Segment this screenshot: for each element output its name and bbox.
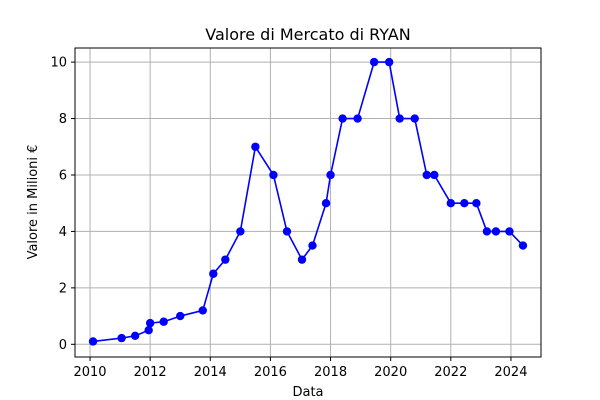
chart-title: Valore di Mercato di RYAN <box>205 25 410 44</box>
data-point <box>472 199 481 208</box>
y-tick-label: 6 <box>59 168 67 183</box>
data-point <box>88 337 98 346</box>
data-point <box>460 199 469 208</box>
data-point <box>482 227 492 236</box>
data-point <box>384 57 394 67</box>
plot-frame <box>74 47 542 358</box>
data-point <box>198 306 207 315</box>
data-point <box>430 170 439 180</box>
data-point <box>369 57 379 67</box>
data-point <box>251 142 260 151</box>
x-tick-label: 2022 <box>434 365 467 380</box>
data-point <box>321 199 331 208</box>
x-tick-label: 2018 <box>314 365 347 380</box>
data-point <box>117 333 126 343</box>
x-tick-label: 2010 <box>73 365 106 380</box>
data-point <box>209 269 218 278</box>
data-point <box>144 325 153 335</box>
data-point <box>518 241 528 250</box>
data-point <box>353 114 362 123</box>
y-tick-label: 0 <box>59 338 67 353</box>
y-tick-label: 8 <box>59 112 67 127</box>
x-tick-label: 2020 <box>374 365 407 380</box>
y-axis-ticks: 0 2 4 6 8 10 <box>50 56 75 353</box>
data-point <box>282 227 292 236</box>
x-tick-label: 2014 <box>194 365 227 380</box>
x-axis-ticks: 2010 2012 2014 2016 2018 2020 2022 2024 <box>73 357 527 380</box>
data-point <box>269 170 278 180</box>
data-point <box>176 311 185 321</box>
data-point <box>236 227 245 236</box>
data-point <box>338 114 347 123</box>
data-point <box>395 114 404 123</box>
x-tick-label: 2012 <box>134 365 167 380</box>
data-point <box>491 227 501 236</box>
y-axis-label: Valore in Milioni € <box>26 145 41 260</box>
x-axis-label: Data <box>292 385 323 400</box>
data-point <box>130 331 140 341</box>
y-tick-label: 2 <box>59 281 67 296</box>
grid-lines <box>75 48 541 357</box>
data-point <box>145 318 155 328</box>
data-point <box>326 170 335 180</box>
y-tick-label: 10 <box>50 56 67 71</box>
data-point <box>221 255 230 264</box>
x-tick-label: 2016 <box>254 365 287 380</box>
data-point <box>297 255 307 264</box>
data-point <box>308 241 317 250</box>
data-point <box>422 170 431 180</box>
data-point <box>410 114 419 123</box>
x-tick-label: 2024 <box>494 365 527 380</box>
data-point <box>505 227 514 236</box>
data-point <box>446 199 456 208</box>
y-tick-label: 4 <box>59 225 67 240</box>
data-points <box>88 57 528 346</box>
data-point <box>159 317 168 326</box>
